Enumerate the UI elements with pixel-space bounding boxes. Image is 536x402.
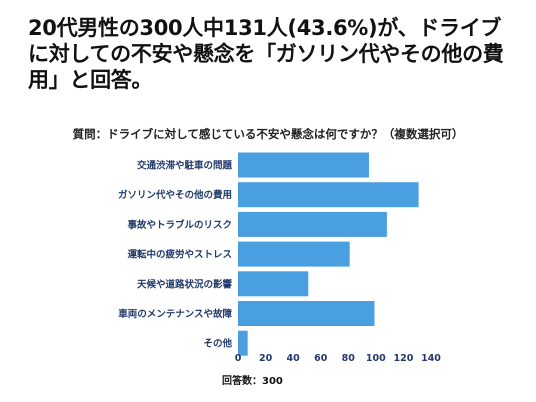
category-label: 事故やトラブルのリスク xyxy=(127,219,232,231)
x-tick-label: 120 xyxy=(394,353,414,364)
bar-3 xyxy=(238,211,387,237)
category-labels: 交通渋滞や駐車の問題ガソリン代やその他の費用事故やトラブルのリスク運転中の疲労や… xyxy=(118,160,233,350)
category-label: 交通渋滞や駐車の問題 xyxy=(137,160,233,172)
category-label: 車両のメンテナンスや故障 xyxy=(118,308,232,320)
bar-6 xyxy=(238,301,375,326)
headline: 20代男性の300人中131人(43.6%)が、ドライブに対しての不安や懸念を「… xyxy=(28,16,504,92)
x-tick-label: 100 xyxy=(366,353,386,364)
x-tick-label: 60 xyxy=(314,353,328,364)
response-count: 回答数：300 xyxy=(222,376,283,387)
category-label: その他 xyxy=(203,338,232,350)
bar-7 xyxy=(238,330,248,356)
bar-4 xyxy=(238,241,350,267)
x-tick-label: 140 xyxy=(421,353,441,364)
x-tick-label: 0 xyxy=(235,353,242,364)
x-tick-label: 40 xyxy=(287,353,301,364)
bar-2 xyxy=(238,182,419,208)
bar-1 xyxy=(238,152,369,178)
chart-title: 質問：ドライブに対して感じている不安や懸念は何ですか？（複数選択可） xyxy=(72,127,464,141)
category-label: ガソリン代やその他の費用 xyxy=(118,189,232,201)
category-label: 運転中の疲労やストレス xyxy=(127,249,232,261)
category-label: 天候や道路状況の影響 xyxy=(137,278,233,290)
bars-group xyxy=(238,152,419,356)
bar-5 xyxy=(238,271,309,297)
tick-labels: 0 20 40 60 80 100 120 140 xyxy=(235,353,442,364)
x-tick-label: 20 xyxy=(259,353,273,364)
x-tick-label: 80 xyxy=(342,353,356,364)
